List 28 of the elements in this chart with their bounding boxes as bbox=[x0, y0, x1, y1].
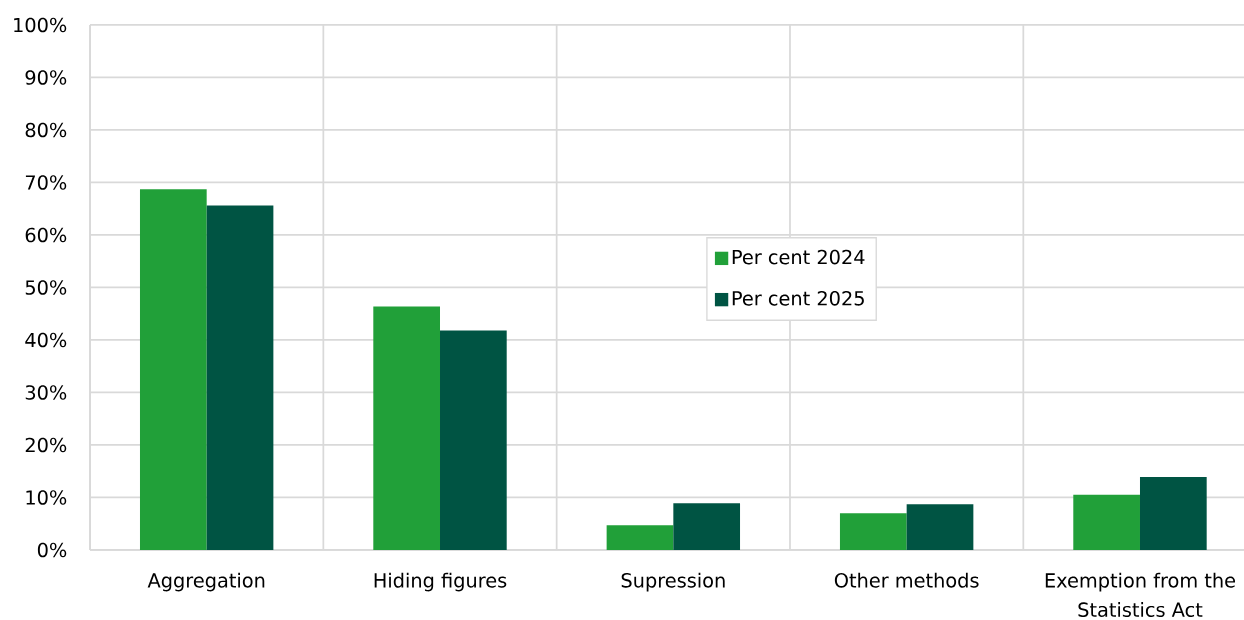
legend-label: Per cent 2025 bbox=[732, 290, 864, 306]
bar bbox=[1139, 477, 1207, 550]
bar bbox=[206, 205, 274, 550]
y-tick-label: 50% bbox=[25, 280, 67, 295]
y-tick-label: 0% bbox=[37, 542, 67, 558]
x-tick-label: Hiding figures bbox=[374, 572, 507, 592]
x-tick-label: Supression bbox=[621, 572, 725, 592]
y-tick-label: 40% bbox=[25, 332, 67, 348]
bar bbox=[139, 189, 207, 550]
y-tick-label: 90% bbox=[25, 70, 67, 85]
bar bbox=[839, 513, 907, 550]
bar bbox=[373, 306, 440, 550]
y-tick-label: 60% bbox=[25, 227, 67, 243]
y-tick-label: 10% bbox=[26, 490, 67, 505]
bar bbox=[440, 330, 507, 550]
bar bbox=[906, 504, 974, 550]
bar bbox=[673, 503, 741, 550]
legend-label: Per cent 2024 bbox=[732, 249, 865, 265]
bar bbox=[1073, 494, 1140, 550]
y-tick-label: 30% bbox=[25, 385, 67, 400]
x-tick-label: Exemption from the Statistics Act bbox=[1045, 572, 1236, 617]
y-tick-label: 70% bbox=[25, 175, 67, 190]
y-tick-label: 80% bbox=[25, 122, 67, 138]
y-tick-label: 20% bbox=[25, 437, 67, 453]
bar bbox=[606, 525, 674, 550]
x-tick-label: Aggregation bbox=[147, 572, 265, 592]
y-tick-label: 100% bbox=[14, 17, 67, 33]
x-tick-label: Other methods bbox=[834, 572, 979, 588]
